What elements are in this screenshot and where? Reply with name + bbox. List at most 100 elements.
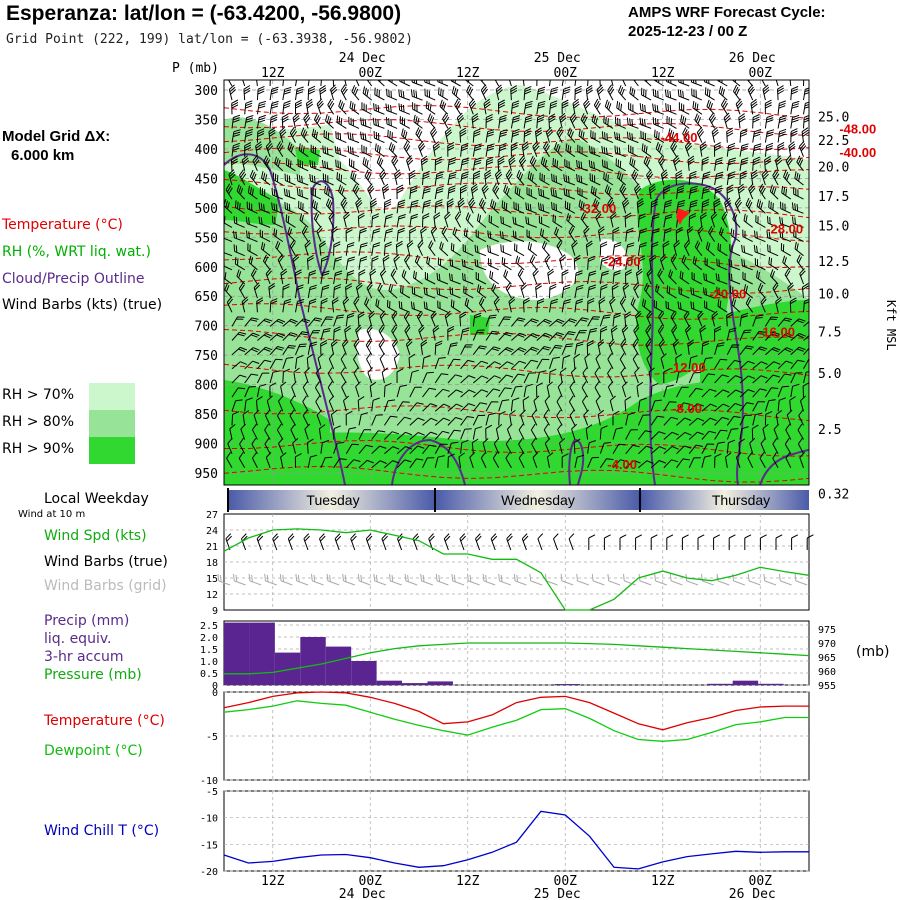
upper-wind-barb xyxy=(549,283,557,299)
upper-wind-barb xyxy=(538,215,550,228)
upper-wind-barb xyxy=(498,411,506,426)
upper-wind-barb xyxy=(462,244,474,257)
upper-wind-barb xyxy=(574,284,584,299)
upper-wind-barb xyxy=(692,256,703,271)
upper-wind-barb xyxy=(480,80,487,87)
upper-wind-barb xyxy=(281,113,289,129)
upper-wind-barb xyxy=(516,170,525,186)
upper-wind-barb xyxy=(418,324,425,341)
upper-wind-barb xyxy=(229,424,236,440)
legend-temperature: Temperature (°C) xyxy=(2,217,123,233)
windchill-tick-label: -5 xyxy=(206,787,218,798)
upper-wind-barb xyxy=(444,310,452,327)
upper-wind-barb xyxy=(746,80,754,87)
upper-wind-barb xyxy=(386,117,398,129)
upper-wind-barb xyxy=(796,155,804,172)
upper-wind-barb xyxy=(327,367,335,384)
upper-wind-barb xyxy=(314,381,322,398)
grid-wind-barb xyxy=(732,573,745,586)
pressure-tick-label: 600 xyxy=(195,261,218,276)
upper-wind-barb xyxy=(231,114,241,129)
upper-wind-barb xyxy=(667,128,677,143)
upper-wind-barb xyxy=(505,437,512,454)
upper-wind-barb xyxy=(447,403,463,412)
upper-wind-barb xyxy=(243,85,251,101)
upper-wind-barb xyxy=(607,367,614,384)
upper-wind-barb xyxy=(256,114,266,129)
upper-wind-barb xyxy=(666,115,677,129)
upper-wind-barb xyxy=(791,202,804,214)
upper-wind-barb xyxy=(578,128,588,143)
upper-wind-barb xyxy=(289,395,296,412)
upper-wind-barb xyxy=(366,324,373,341)
upper-wind-barb xyxy=(735,452,742,468)
upper-wind-barb xyxy=(752,401,766,412)
upper-wind-barb xyxy=(471,113,479,129)
legend-rh: RH (%, WRT liq. wat.) xyxy=(2,244,151,260)
upper-wind-barb xyxy=(251,452,258,469)
rh-dry-region-3 xyxy=(600,239,629,271)
upper-wind-barb xyxy=(364,297,373,313)
upper-wind-barb xyxy=(752,314,764,327)
upper-wind-barb xyxy=(589,173,601,186)
upper-wind-barb xyxy=(328,395,335,412)
upper-wind-barb xyxy=(295,355,304,369)
upper-wind-barb xyxy=(535,282,542,299)
upper-wind-barb xyxy=(446,198,454,214)
precip-tick-labels: 00.51.01.52.02.5 xyxy=(200,621,218,692)
upper-wind-barb xyxy=(670,141,678,157)
upper-wind-barb xyxy=(383,213,393,228)
upper-wind-barb xyxy=(603,115,614,129)
grid-wind-barb xyxy=(264,573,277,586)
isotherm-label: -28.00 xyxy=(766,221,803,236)
grid-wind-barb xyxy=(779,573,792,586)
upper-wind-barb xyxy=(501,256,512,271)
upper-wind-barb xyxy=(358,429,371,440)
upper-wind-barb xyxy=(754,230,766,243)
cloud-outline-right-1 xyxy=(649,182,744,485)
true-wind-barb xyxy=(553,533,559,551)
wind-tick-label: 21 xyxy=(206,542,218,553)
upper-wind-barb xyxy=(357,212,365,228)
precip-bar xyxy=(707,683,733,685)
precip-bar xyxy=(224,622,250,685)
upper-wind-barb xyxy=(420,226,427,242)
isotherm-line xyxy=(224,161,809,179)
upper-wind-barb xyxy=(522,396,530,412)
upper-wind-barb xyxy=(437,257,449,271)
upper-wind-barb xyxy=(384,446,400,455)
upper-wind-barb xyxy=(454,211,462,228)
upper-wind-barb xyxy=(646,310,653,327)
upper-wind-barb xyxy=(777,317,793,327)
kft-tick-label: 5.0 xyxy=(818,367,841,382)
upper-wind-barb xyxy=(241,296,249,313)
upper-wind-barb xyxy=(739,329,752,341)
upper-wind-barb xyxy=(645,324,652,341)
upper-wind-barb xyxy=(224,249,233,257)
upper-wind-barb xyxy=(298,143,309,158)
upper-wind-barb xyxy=(793,229,804,243)
upper-wind-barb xyxy=(586,339,594,355)
upper-wind-barb xyxy=(699,325,707,341)
upper-wind-barb xyxy=(255,141,263,157)
grid-wind-barb xyxy=(794,573,808,586)
day-band-tuesday xyxy=(228,490,435,510)
upper-wind-barb xyxy=(404,324,411,341)
label-dewpoint: Dewpoint (°C) xyxy=(44,743,143,759)
upper-wind-barb xyxy=(523,346,539,356)
top-date-label: 25 Dec xyxy=(534,51,581,66)
day-thursday: Thursday xyxy=(712,492,770,508)
upper-wind-barb xyxy=(526,229,538,243)
grid-wind-barb xyxy=(389,573,402,586)
upper-wind-barb xyxy=(561,284,571,299)
label-accum: 3-hr accum xyxy=(44,649,124,665)
upper-wind-barb xyxy=(675,170,683,186)
wind-tick-label: 27 xyxy=(206,510,218,521)
upper-wind-barb xyxy=(619,353,627,370)
upper-wind-barb xyxy=(396,368,404,384)
upper-wind-barb xyxy=(247,185,258,200)
upper-wind-barb xyxy=(503,269,512,285)
upper-wind-barb xyxy=(231,374,247,384)
